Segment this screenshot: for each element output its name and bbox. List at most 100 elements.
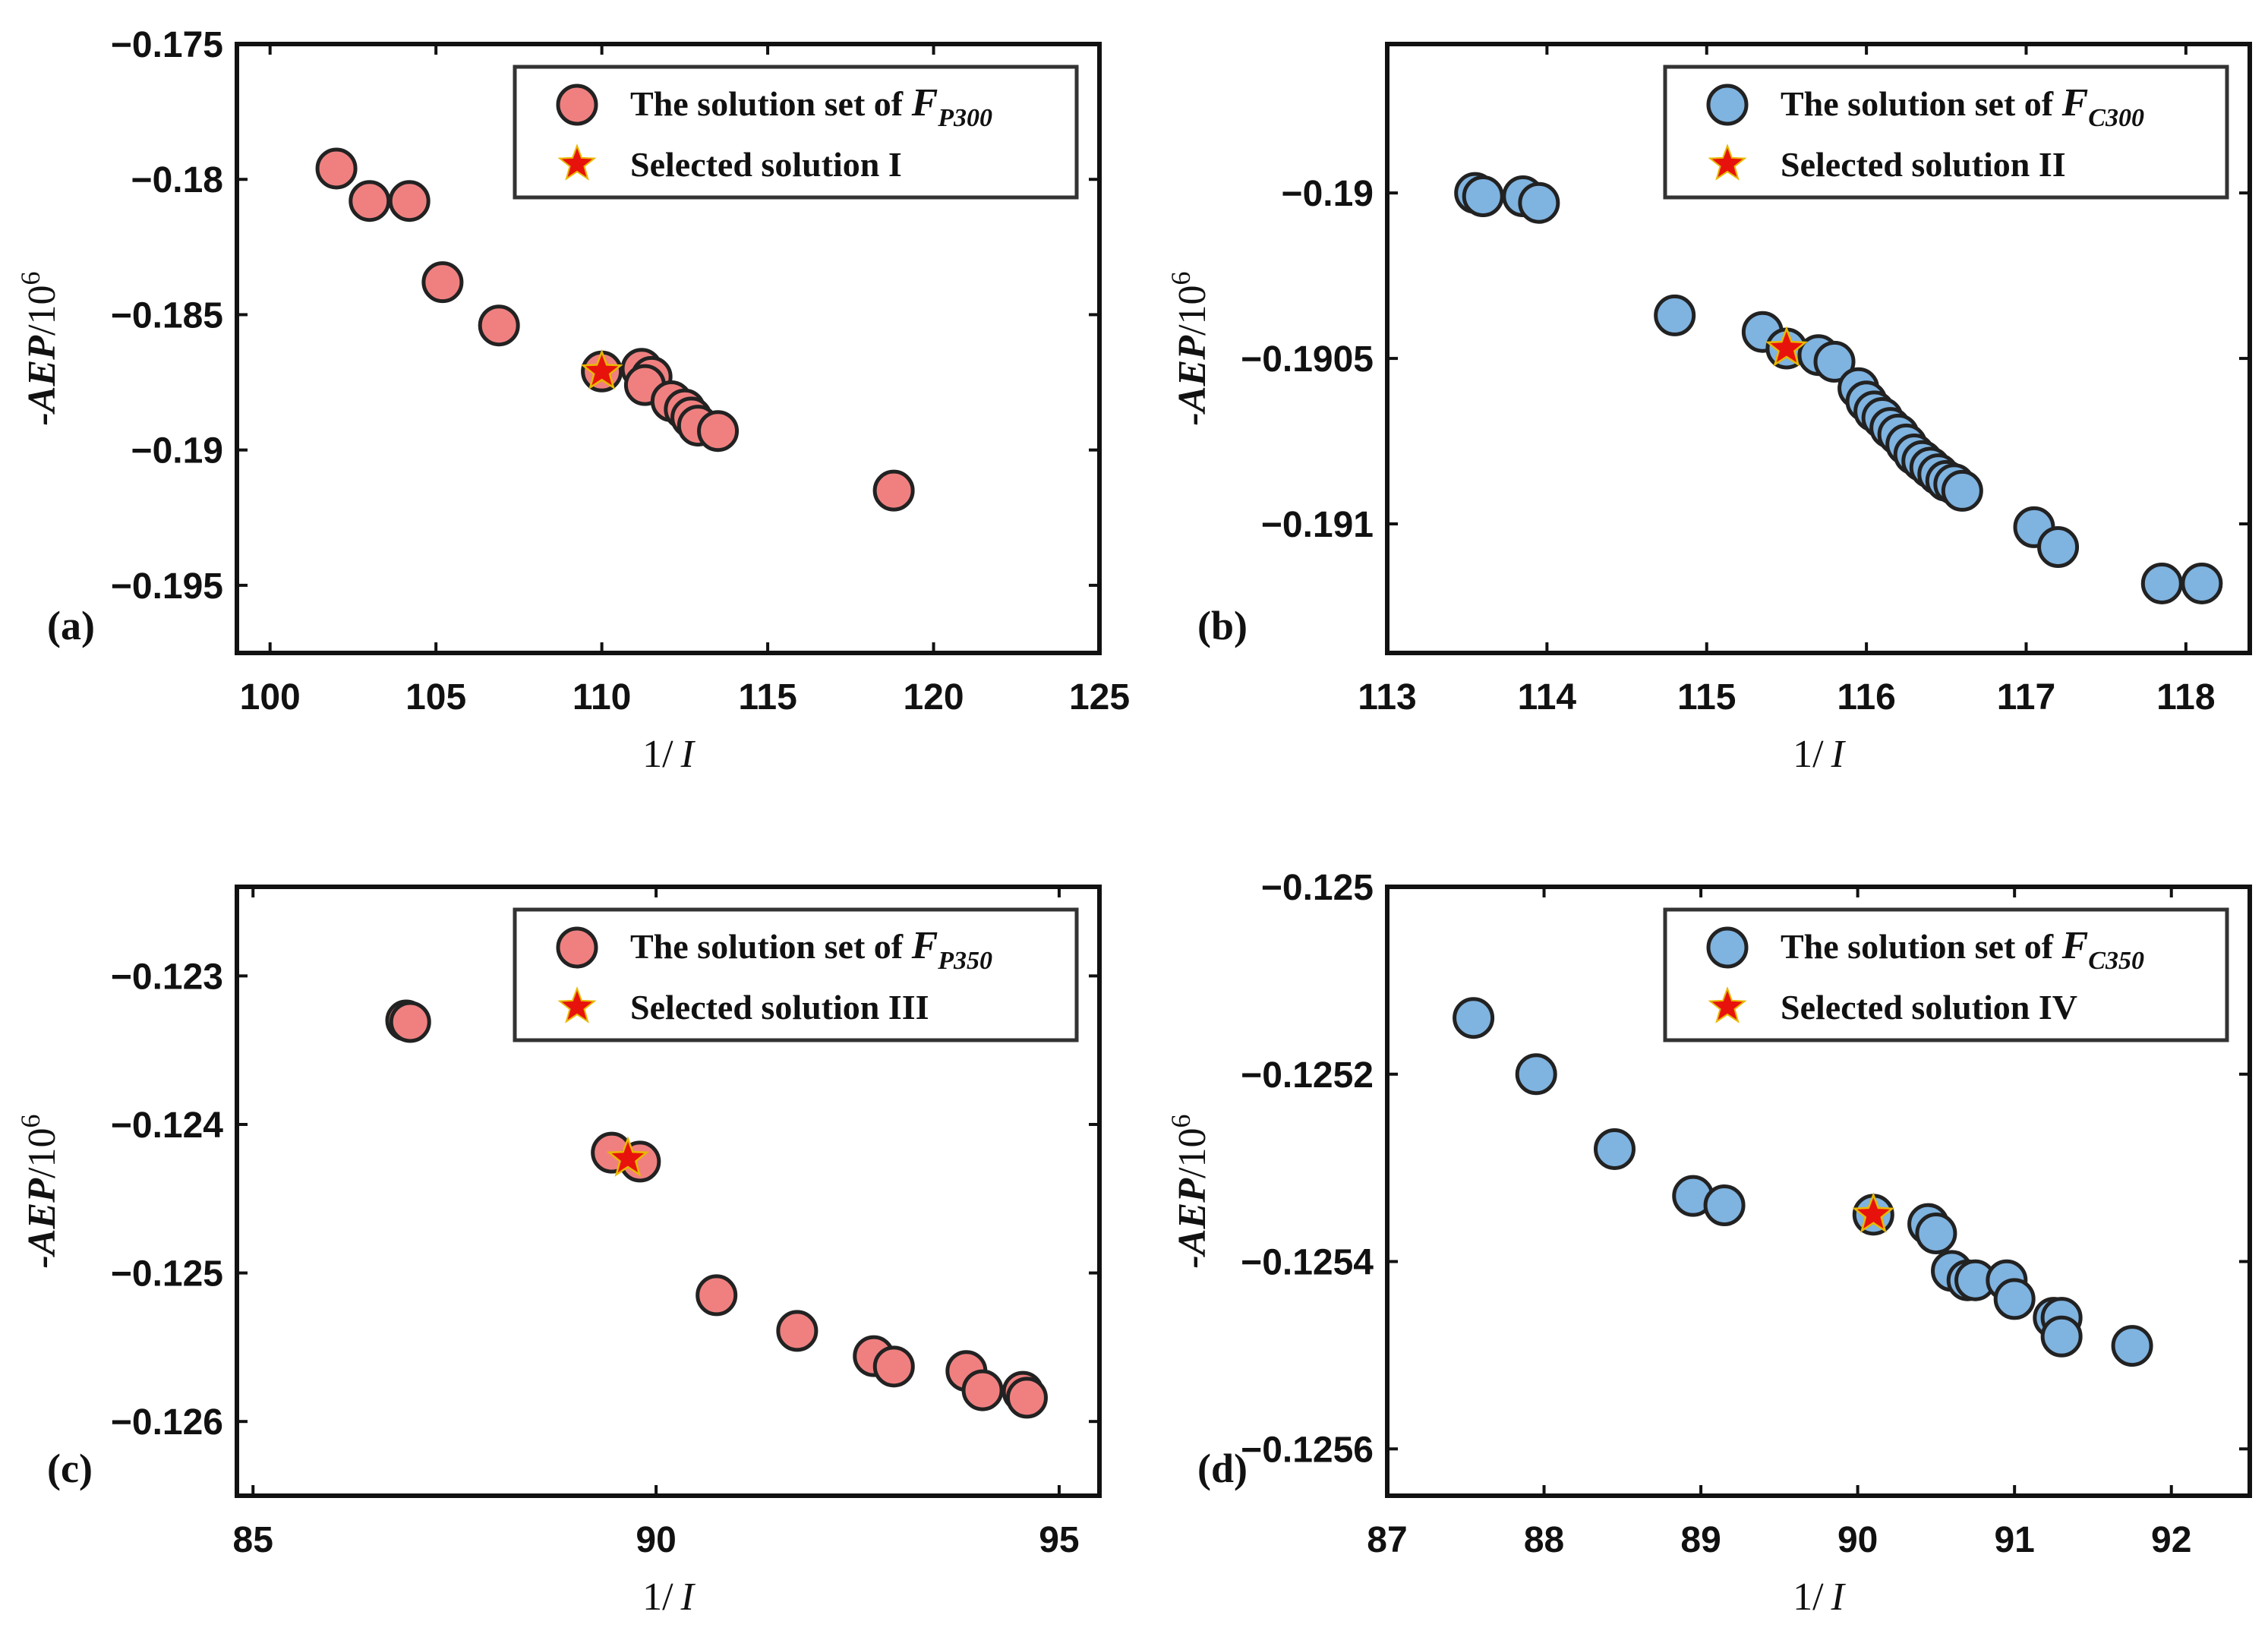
selected-solution-star bbox=[606, 1136, 649, 1177]
y-axis-label-unit: /10 bbox=[21, 1128, 64, 1178]
y-axis-label-unit: /10 bbox=[1171, 285, 1214, 336]
x-tick-label: 117 bbox=[1997, 677, 2055, 718]
x-axis-label-variable: I bbox=[1831, 733, 1847, 776]
legend-box bbox=[1663, 65, 2229, 200]
data-point bbox=[2140, 562, 2183, 604]
legend-box bbox=[1663, 907, 2229, 1042]
y-tick-label: −0.195 bbox=[111, 566, 223, 607]
data-point bbox=[1993, 1278, 2036, 1320]
y-axis-label-exponent: 6 bbox=[1166, 272, 1196, 285]
y-axis-label-exponent: 6 bbox=[15, 272, 46, 285]
x-tick-label: 115 bbox=[738, 677, 796, 718]
data-point bbox=[349, 180, 391, 222]
y-axis-label-unit: /10 bbox=[1171, 1128, 1214, 1178]
y-tick-label: −0.191 bbox=[1261, 505, 1374, 545]
legend-selected-solution: Selected solution IV bbox=[1781, 988, 2077, 1027]
x-tick-label: 116 bbox=[1837, 677, 1895, 718]
panel-label: (b) bbox=[1197, 603, 1248, 648]
data-point bbox=[697, 410, 740, 453]
x-tick-label: 105 bbox=[405, 677, 466, 718]
panel-c: 85 90 95 −0.123 −0.124 −0.125 −0.126 1/I -AEP/10… bbox=[15, 885, 1102, 1619]
x-tick-label: 100 bbox=[240, 677, 301, 718]
data-point bbox=[872, 469, 915, 512]
x-tick-label: 114 bbox=[1518, 677, 1577, 718]
data-point bbox=[2181, 562, 2223, 604]
x-axis-label-number: 1/ bbox=[1793, 733, 1824, 776]
y-axis-label-exponent: 6 bbox=[1166, 1115, 1196, 1128]
y-tick-label: −0.1254 bbox=[1241, 1243, 1374, 1283]
x-tick-label: 89 bbox=[1680, 1520, 1721, 1560]
data-point bbox=[776, 1310, 819, 1352]
x-tick-label: 120 bbox=[903, 677, 964, 718]
data-point bbox=[2037, 526, 2080, 569]
y-tick-label: −0.175 bbox=[111, 25, 223, 65]
legend-solution-prefix: The solution set of bbox=[630, 84, 912, 123]
legend-solution-prefix: The solution set of bbox=[1781, 927, 2062, 966]
y-axis-label: -AEP/106 bbox=[15, 1115, 64, 1269]
legend-selected-solution: Selected solution II bbox=[1781, 145, 2066, 184]
x-axis-label: 1/I bbox=[642, 1575, 696, 1619]
panel-b: 113 114 115 116 117 118 −0.19 −0.1905 −0.191 1/I -… bbox=[1166, 42, 2252, 776]
data-point bbox=[1453, 997, 1495, 1039]
x-tick-label: 90 bbox=[636, 1520, 676, 1560]
y-axis-label: -AEP/106 bbox=[1166, 272, 1214, 426]
legend-box bbox=[513, 65, 1079, 200]
legend-solution-set: The solution set of FP350 bbox=[630, 924, 992, 975]
legend-box bbox=[513, 907, 1079, 1042]
axes-frame bbox=[1385, 885, 2252, 1498]
legend-solution-var: F bbox=[2061, 924, 2089, 967]
legend-star-marker bbox=[1708, 986, 1747, 1023]
y-axis-label-variable: -AEP bbox=[21, 335, 64, 426]
legend-solution-prefix: The solution set of bbox=[630, 927, 912, 966]
data-point bbox=[696, 1274, 738, 1317]
x-tick-label: 110 bbox=[573, 677, 631, 718]
y-axis-label-variable: -AEP bbox=[1171, 1178, 1214, 1269]
data-point bbox=[2111, 1325, 2153, 1367]
legend-star-marker bbox=[557, 986, 597, 1023]
panel-label: (c) bbox=[47, 1446, 93, 1491]
data-point bbox=[1462, 175, 1504, 217]
x-tick-label: 92 bbox=[2151, 1520, 2191, 1560]
x-tick-label: 91 bbox=[1994, 1520, 2034, 1560]
selected-solution-star bbox=[1852, 1192, 1895, 1233]
legend-star-marker bbox=[557, 144, 597, 181]
legend-star-marker bbox=[1708, 144, 1747, 181]
data-point bbox=[1515, 1053, 1557, 1096]
legend-solution-var: F bbox=[911, 81, 938, 125]
data-point bbox=[1005, 1377, 1048, 1419]
legend-solution-sub: C300 bbox=[2088, 104, 2144, 132]
axes-frame bbox=[1385, 42, 2252, 655]
y-tick-label: −0.123 bbox=[111, 957, 223, 997]
data-point bbox=[961, 1369, 1004, 1411]
data-point bbox=[1941, 469, 1983, 512]
data-point bbox=[872, 1345, 915, 1388]
x-axis-label: 1/I bbox=[1793, 1575, 1846, 1619]
y-tick-label: −0.126 bbox=[111, 1402, 223, 1443]
x-tick-label: 87 bbox=[1367, 1520, 1407, 1560]
x-tick-label: 85 bbox=[233, 1520, 273, 1560]
x-axis-label-variable: I bbox=[680, 733, 696, 776]
y-tick-label: −0.18 bbox=[131, 160, 223, 200]
data-point bbox=[315, 147, 358, 190]
x-tick-label: 118 bbox=[2156, 677, 2215, 718]
y-axis-label: -AEP/106 bbox=[15, 272, 64, 426]
y-tick-label: −0.125 bbox=[1261, 868, 1374, 908]
legend-selected-solution: Selected solution III bbox=[630, 988, 929, 1027]
y-tick-label: −0.124 bbox=[111, 1105, 223, 1146]
x-axis-label-number: 1/ bbox=[1793, 1575, 1824, 1619]
x-axis-label-variable: I bbox=[1831, 1575, 1847, 1619]
data-point bbox=[1518, 181, 1560, 224]
data-point bbox=[421, 261, 464, 304]
panel-label: (d) bbox=[1197, 1446, 1248, 1491]
data-point bbox=[1654, 294, 1696, 336]
y-tick-label: −0.185 bbox=[111, 295, 223, 336]
data-point bbox=[478, 304, 520, 347]
y-axis-label-exponent: 6 bbox=[15, 1115, 46, 1128]
data-point bbox=[1703, 1184, 1746, 1227]
x-tick-label: 113 bbox=[1358, 677, 1416, 718]
data-point bbox=[388, 180, 431, 222]
legend-circle-marker bbox=[556, 926, 598, 969]
legend-circle-marker bbox=[1706, 926, 1749, 969]
legend-solution-set: The solution set of FC300 bbox=[1781, 81, 2144, 132]
x-axis-label-variable: I bbox=[680, 1575, 696, 1619]
